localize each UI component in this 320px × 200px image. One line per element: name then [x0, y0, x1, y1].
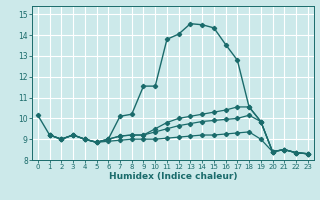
X-axis label: Humidex (Indice chaleur): Humidex (Indice chaleur)	[108, 172, 237, 181]
